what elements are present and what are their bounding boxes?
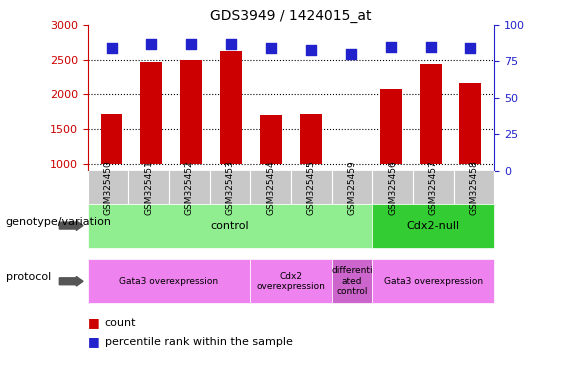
Bar (180, 60, 202, 164)
Text: GSM325453: GSM325453 (225, 160, 234, 215)
Bar (380, 89, 402, 164)
Bar (300, 114, 322, 164)
Point (346, 51, 355, 57)
Bar (459, 83, 481, 164)
Point (386, 44, 395, 50)
Bar (260, 114, 282, 164)
Text: GSM325456: GSM325456 (388, 160, 397, 215)
Point (306, 47, 315, 53)
Text: differenti
ated
control: differenti ated control (331, 266, 373, 296)
Bar (220, 51, 242, 164)
Text: GSM325457: GSM325457 (429, 160, 438, 215)
Text: percentile rank within the sample: percentile rank within the sample (105, 337, 293, 347)
Text: Gata3 overexpression: Gata3 overexpression (384, 277, 483, 286)
Bar (101, 114, 123, 164)
Text: Cdx2
overexpression: Cdx2 overexpression (257, 271, 325, 291)
Point (227, 41, 236, 47)
Text: GSM325450: GSM325450 (103, 160, 112, 215)
Point (426, 44, 435, 50)
Point (187, 41, 196, 47)
Text: Gata3 overexpression: Gata3 overexpression (119, 277, 219, 286)
Text: GSM325452: GSM325452 (185, 160, 194, 215)
Point (267, 45, 276, 51)
Bar (420, 64, 441, 164)
Text: count: count (105, 318, 136, 328)
Point (466, 45, 475, 51)
Text: genotype/variation: genotype/variation (6, 217, 112, 227)
Text: GSM325458: GSM325458 (470, 160, 479, 215)
Text: ■: ■ (88, 316, 99, 329)
Point (107, 45, 116, 51)
Text: GSM325459: GSM325459 (347, 160, 357, 215)
Text: GSM325454: GSM325454 (266, 160, 275, 215)
Title: GDS3949 / 1424015_at: GDS3949 / 1424015_at (210, 8, 372, 23)
Text: GSM325451: GSM325451 (144, 160, 153, 215)
Point (147, 41, 156, 47)
Text: control: control (211, 220, 249, 231)
Text: ■: ■ (88, 335, 99, 348)
Text: GSM325455: GSM325455 (307, 160, 316, 215)
Text: protocol: protocol (6, 272, 51, 283)
Text: Cdx2-null: Cdx2-null (407, 220, 460, 231)
Bar (141, 62, 162, 164)
